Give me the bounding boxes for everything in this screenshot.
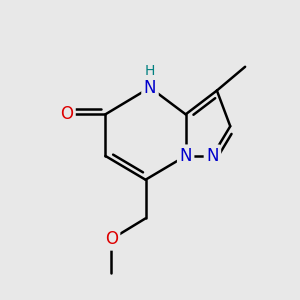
Text: N: N bbox=[206, 147, 219, 165]
Text: N: N bbox=[144, 79, 156, 97]
Text: O: O bbox=[60, 105, 73, 123]
Text: H: H bbox=[145, 64, 155, 78]
Text: N: N bbox=[179, 147, 192, 165]
Text: O: O bbox=[105, 230, 118, 248]
